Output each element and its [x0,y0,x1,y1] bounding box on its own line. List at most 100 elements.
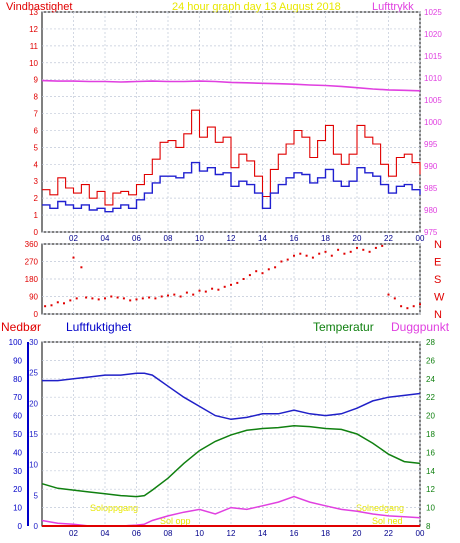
x-tick-label: 22 [384,234,393,243]
precip-y-tick-label: 60 [13,412,22,421]
precip-y-tick-label: 0 [18,522,23,531]
direction-y-tick-label: 360 [25,240,39,249]
direction-point [56,301,59,304]
precip-axis-title: Nedbør [1,320,41,334]
wind-y-tick-label: 8 [34,93,39,102]
temp-y-tick-label: 22 [426,393,435,402]
direction-point [44,305,47,308]
direction-point [63,302,65,305]
humidity-y-tick-label: 25 [29,369,38,378]
precip-y-tick-label: 40 [13,448,22,457]
x-tick-label: 06 [132,529,141,538]
temp-y-tick-label: 24 [426,375,435,384]
x-tick-label: 00 [416,529,425,538]
direction-point [129,299,132,302]
precip-y-tick-label: 50 [13,430,22,439]
compass-label: N [434,239,442,251]
x-tick-label: 04 [101,234,110,243]
direction-point [141,297,144,300]
x-tick-label: 18 [321,529,330,538]
chart-layer: 0202040406060808101012121414161618182020… [9,8,445,538]
humidity-y-tick-label: 5 [34,491,39,500]
direction-point [50,304,53,307]
direction-y-tick-label: 180 [25,275,39,284]
direction-point [387,293,390,296]
precip-y-tick-label: 30 [13,467,22,476]
direction-y-tick-label: 0 [34,310,39,319]
sunset-time-label: Sol ned [372,516,403,526]
direction-point [393,297,396,300]
precip-y-tick-label: 10 [13,504,22,513]
direction-point [248,274,251,277]
precip-y-tick-label: 70 [13,393,22,402]
precip-y-tick-label: 20 [13,485,22,494]
direction-point [173,293,176,296]
direction-point [305,254,308,257]
pressure-line [41,79,421,92]
direction-point [337,248,340,251]
direction-point [204,290,207,293]
direction-point [274,266,277,269]
pressure-y-tick-label: 980 [424,206,438,215]
direction-point [211,287,214,290]
x-tick-label: 06 [132,234,141,243]
temp-y-tick-label: 10 [426,504,435,513]
humidity-y-tick-label: 10 [29,461,38,470]
temp-y-tick-label: 18 [426,430,435,439]
wind-y-tick-label: 7 [34,110,39,119]
direction-point [261,272,264,275]
direction-point [412,305,415,308]
x-tick-label: 14 [258,529,267,538]
direction-point [179,295,182,298]
temp-y-tick-label: 20 [426,412,435,421]
temp-y-tick-label: 14 [426,467,435,476]
wind-y-tick-label: 12 [29,25,38,34]
pressure-y-tick-label: 1020 [424,30,442,39]
direction-point [154,297,157,300]
wind-gust-line [42,109,421,206]
direction-point [343,252,346,255]
pressure-y-tick-label: 985 [424,184,438,193]
pressure-y-tick-label: 1015 [424,52,442,61]
pressure-y-tick-label: 990 [424,162,438,171]
wind-y-tick-label: 4 [34,160,39,169]
direction-point [223,285,226,288]
direction-point [419,303,421,306]
x-tick-label: 12 [227,234,236,243]
x-tick-label: 10 [195,234,204,243]
direction-point [160,295,163,298]
direction-point [286,258,289,261]
x-tick-label: 16 [290,234,299,243]
wind-y-tick-label: 10 [29,59,38,68]
x-tick-label: 20 [353,234,362,243]
direction-point [255,270,258,273]
x-tick-label: 00 [416,234,425,243]
wind-y-tick-label: 2 [34,194,39,203]
temp-axis-title: Temperatur [313,320,374,334]
direction-point [267,268,270,271]
compass-label: E [434,257,441,269]
direction-point [75,297,78,300]
direction-point [318,252,321,255]
x-tick-label: 18 [321,234,330,243]
pressure-y-tick-label: 975 [424,228,438,237]
wind-axis-title: Vindhastighet [6,1,72,13]
x-tick-label: 14 [258,234,267,243]
temp-y-tick-label: 12 [426,485,435,494]
direction-point [148,296,151,299]
wind-y-tick-label: 1 [34,211,39,220]
direction-point [311,256,314,259]
direction-point [72,256,75,259]
direction-point [381,244,384,247]
direction-point [198,289,201,292]
direction-point [69,299,72,302]
direction-point [97,298,100,301]
humidity-y-tick-label: 20 [29,399,38,408]
pressure-y-tick-label: 1000 [424,118,442,127]
pressure-y-tick-label: 1005 [424,96,442,105]
temp-y-tick-label: 26 [426,356,435,365]
pressure-y-tick-label: 1025 [424,8,442,17]
compass-label: W [434,292,445,304]
direction-point [167,294,169,297]
